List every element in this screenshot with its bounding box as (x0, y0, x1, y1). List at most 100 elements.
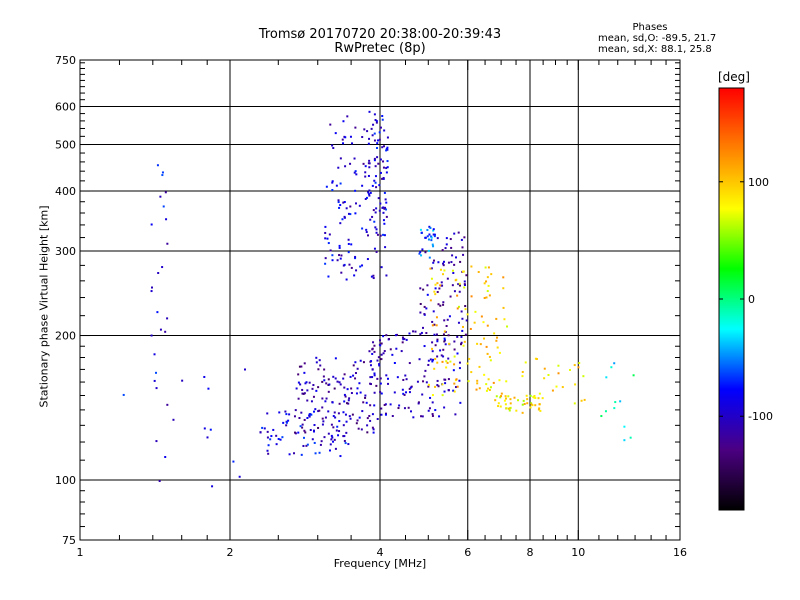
data-point (349, 135, 352, 138)
data-point (338, 381, 341, 384)
data-point (302, 444, 305, 447)
data-point (164, 330, 167, 333)
data-point (328, 449, 331, 452)
data-point (504, 395, 507, 398)
phase-statistics: Phases mean, sd,O: -89.5, 21.7 mean, sd,… (598, 22, 717, 55)
data-point (371, 426, 374, 429)
data-point (337, 199, 340, 202)
data-point (378, 209, 381, 212)
data-point (385, 374, 388, 377)
data-point (318, 409, 321, 412)
data-point (164, 456, 167, 459)
data-point (427, 383, 430, 386)
data-point (364, 394, 367, 397)
data-point (364, 175, 367, 178)
data-point (373, 350, 376, 353)
colorbar-gradient (718, 87, 745, 511)
data-point (441, 284, 444, 287)
data-point (432, 358, 435, 361)
data-point (328, 383, 331, 386)
data-point (385, 148, 388, 151)
data-point (375, 186, 378, 189)
data-point (368, 350, 371, 353)
data-point (305, 444, 308, 447)
data-point (412, 330, 415, 333)
data-point (500, 392, 503, 395)
data-point (444, 247, 447, 250)
data-point (500, 395, 503, 398)
data-point (347, 251, 350, 254)
phase-stats-o-mode: mean, sd,O: -89.5, 21.7 (598, 33, 717, 44)
data-point (446, 318, 449, 321)
data-point (444, 343, 447, 346)
data-point (463, 280, 466, 283)
data-point (474, 310, 477, 313)
data-point (623, 439, 626, 442)
data-point (334, 357, 337, 360)
data-point (371, 184, 374, 187)
data-point (354, 170, 357, 173)
data-point (531, 404, 534, 407)
data-point (166, 317, 169, 320)
data-point (557, 364, 560, 367)
data-point (434, 293, 437, 296)
data-point (332, 375, 335, 378)
data-point (332, 440, 335, 443)
data-point (361, 136, 364, 139)
data-point (457, 283, 460, 286)
data-point (342, 377, 345, 380)
data-point (371, 215, 374, 218)
data-point (614, 401, 617, 404)
data-point (436, 355, 439, 358)
data-point (336, 259, 339, 262)
data-point (338, 246, 341, 249)
data-point (485, 389, 488, 392)
colorbar: 100 0 -100 (718, 87, 773, 511)
data-point (402, 392, 405, 395)
data-point (364, 198, 367, 201)
data-point (525, 394, 528, 397)
x-tick-label: 16 (673, 546, 687, 559)
data-point (287, 419, 290, 422)
data-point (365, 228, 368, 231)
data-point (342, 120, 345, 123)
data-point (418, 252, 421, 255)
data-point (295, 387, 298, 390)
data-point (610, 366, 613, 369)
x-tick-label: 10 (571, 546, 585, 559)
data-point (496, 346, 499, 349)
data-point (315, 356, 318, 359)
data-point (354, 189, 357, 192)
data-point (475, 388, 478, 391)
data-point (333, 387, 336, 390)
data-point (343, 439, 346, 442)
data-point (325, 397, 328, 400)
data-point (476, 382, 479, 385)
data-point (232, 460, 235, 463)
data-point (451, 254, 454, 257)
data-point (423, 305, 426, 308)
data-point (331, 401, 334, 404)
data-point (365, 231, 368, 234)
data-point (338, 254, 341, 257)
data-point (384, 413, 387, 416)
data-point (383, 404, 386, 407)
y-tick-label: 200 (55, 330, 76, 343)
data-point (161, 171, 164, 174)
data-point (341, 138, 344, 141)
data-point (374, 119, 377, 122)
data-point (432, 310, 435, 313)
data-point (378, 363, 381, 366)
data-point (155, 440, 158, 443)
data-point (371, 347, 374, 350)
data-point (373, 113, 376, 116)
data-point (409, 386, 412, 389)
colorbar-unit-label: [deg] (718, 70, 750, 84)
data-point (466, 313, 469, 316)
data-point (507, 407, 510, 410)
data-point (504, 403, 507, 406)
data-point (159, 195, 162, 198)
data-point (429, 396, 432, 399)
data-point (436, 384, 439, 387)
data-point (386, 136, 389, 139)
